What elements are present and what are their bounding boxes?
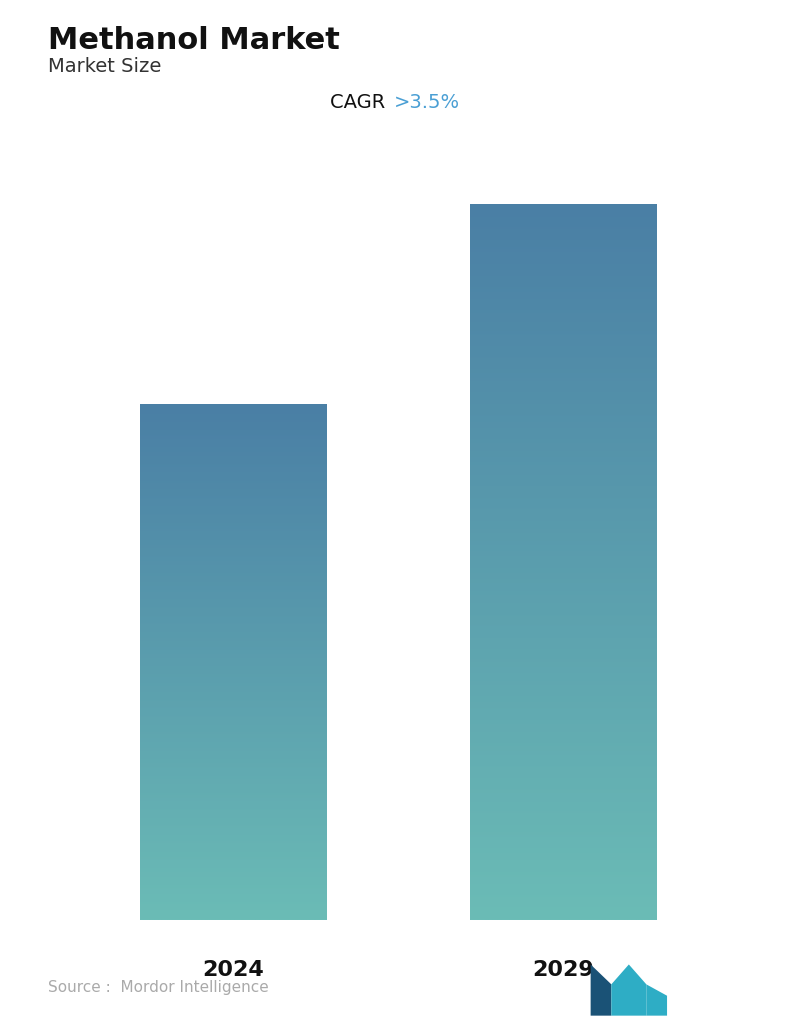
Text: Source :  Mordor Intelligence: Source : Mordor Intelligence [48,979,268,995]
Text: 2029: 2029 [532,960,594,979]
Text: >3.5%: >3.5% [394,93,460,112]
Polygon shape [591,965,611,1015]
Text: Market Size: Market Size [48,57,161,75]
Text: 2024: 2024 [202,960,264,979]
Polygon shape [646,984,667,1015]
Text: CAGR: CAGR [330,93,392,112]
Polygon shape [611,965,646,1015]
Text: Methanol Market: Methanol Market [48,26,340,55]
